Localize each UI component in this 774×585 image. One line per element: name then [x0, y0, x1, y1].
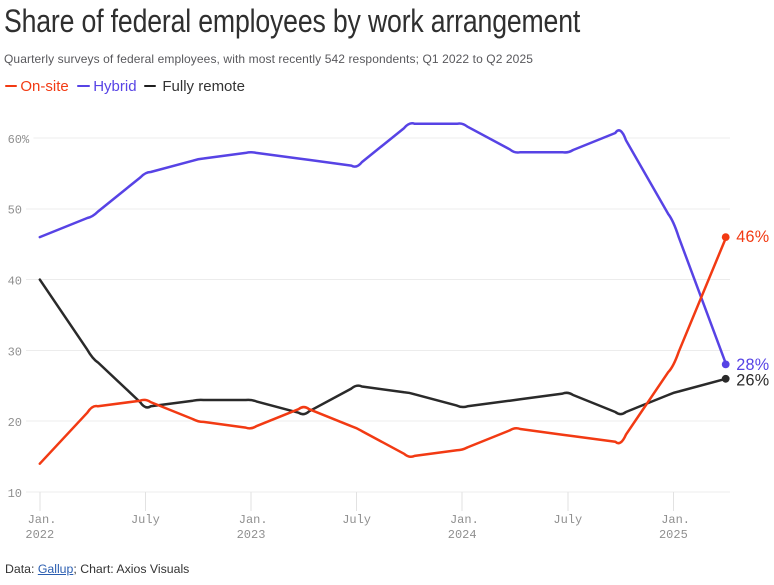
svg-text:28%: 28% — [736, 356, 769, 374]
svg-text:10: 10 — [8, 487, 22, 501]
svg-text:30: 30 — [8, 345, 22, 359]
svg-text:2023: 2023 — [237, 528, 266, 542]
svg-text:Jan.: Jan. — [661, 513, 690, 527]
svg-text:Jan.: Jan. — [239, 513, 268, 527]
svg-text:60%: 60% — [8, 133, 30, 147]
svg-text:July: July — [342, 513, 371, 527]
svg-text:July: July — [131, 513, 160, 527]
svg-text:40: 40 — [8, 275, 22, 289]
svg-text:Jan.: Jan. — [450, 513, 479, 527]
svg-text:46%: 46% — [736, 228, 769, 246]
svg-text:20: 20 — [8, 416, 22, 430]
svg-text:July: July — [553, 513, 582, 527]
svg-text:50: 50 — [8, 204, 22, 218]
svg-text:2024: 2024 — [448, 528, 477, 542]
svg-text:Jan.: Jan. — [28, 513, 57, 527]
svg-text:2022: 2022 — [25, 528, 54, 542]
svg-text:26%: 26% — [736, 372, 769, 390]
svg-text:2025: 2025 — [659, 528, 688, 542]
